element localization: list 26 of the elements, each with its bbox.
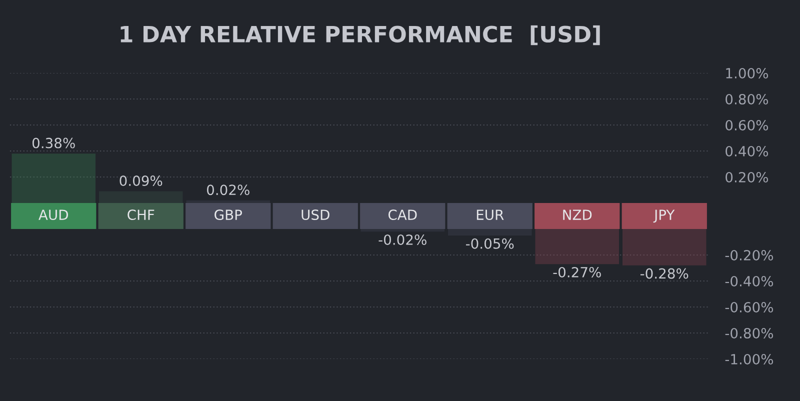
data-label: -0.27% [553, 266, 601, 278]
x-tick-label: CAD [388, 210, 417, 220]
x-tick-label: GBP [214, 210, 242, 220]
chart-title: 1 DAY RELATIVE PERFORMANCE [USD] [120, 25, 600, 46]
x-tick-label: USD [302, 210, 330, 220]
y-tick-label: 0.40% [726, 146, 768, 156]
y-tick-label: 0.60% [726, 120, 768, 130]
data-label: 0.38% [32, 138, 75, 148]
data-label: 0.09% [120, 176, 162, 186]
data-label: 0.02% [206, 184, 250, 196]
data-label: -0.02% [378, 234, 426, 245]
y-tick-label: -1.00% [725, 354, 774, 364]
x-tick-label: EUR [476, 210, 504, 220]
y-tick-label: 1.00% [726, 68, 768, 78]
y-tick-label: -0.80% [725, 328, 774, 338]
y-tick-label: -0.20% [725, 250, 774, 260]
y-tick-label: 0.20% [726, 172, 768, 182]
y-tick-label: 0.80% [726, 94, 768, 104]
y-tick-label: -0.40% [725, 276, 774, 286]
x-tick-label: JPY [653, 210, 675, 223]
data-label: -0.28% [640, 268, 688, 279]
x-tick-label: AUD [38, 210, 68, 220]
x-tick-label: NZD [563, 210, 592, 220]
data-label: -0.05% [466, 238, 514, 249]
y-tick-label: -0.60% [725, 302, 774, 312]
x-tick-label: CHF [128, 210, 154, 220]
